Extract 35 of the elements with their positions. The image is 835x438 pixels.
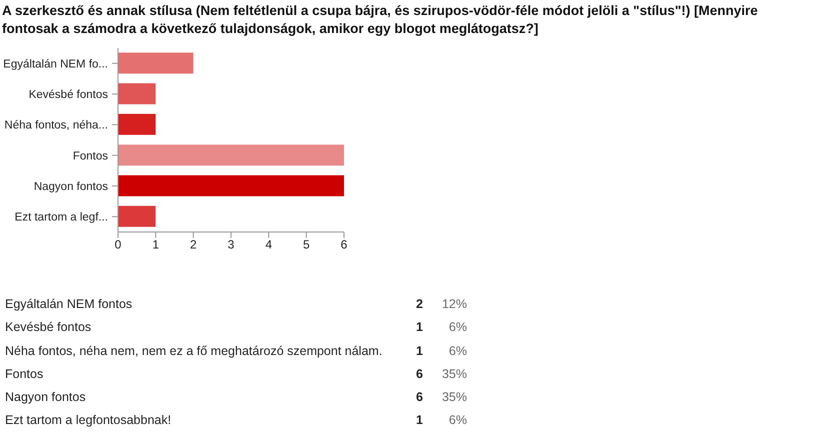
text: 6% [448, 319, 467, 336]
text: 6% [448, 342, 467, 360]
x-tick-label: 1 [152, 238, 160, 252]
text: 6 [416, 366, 423, 383]
text: 6 [416, 389, 423, 406]
text: Egyáltalán NEM fontos [5, 296, 132, 313]
y-tick-label: Kevésbé fontos [28, 89, 108, 101]
y-tick-label: Nagyon fontos [34, 181, 108, 193]
text: A szerkesztő és annak stílusa (Nem feltétlenül a csupa bájra, és szirupos-vödör-féle módot jelöli a "stílus"!) [Mennyire fontosak a számodra a következő tulajdonságok, amikor egy blogot meglátogatsz?] [2, 2, 759, 38]
x-tick-label: 6 [340, 238, 348, 252]
text: Ezt tartom a legfontosabbnak! [5, 412, 172, 430]
text: 2 [416, 296, 423, 313]
bar [118, 83, 156, 104]
bar [118, 144, 344, 166]
bar [118, 114, 156, 135]
text: Néha fontos, néha nem, nem ez a fő meghatározó szempont nálam. [5, 342, 382, 360]
bar [118, 206, 156, 227]
y-tick-label: Egyáltalán NEM fo... [3, 58, 108, 70]
x-tick-label: 4 [265, 238, 272, 252]
x-tick-label: 5 [302, 238, 310, 252]
x-tick-label: 3 [228, 238, 235, 252]
x-tick-label: 2 [190, 238, 197, 252]
x-tick-label: 0 [114, 238, 122, 252]
text: 35% [442, 366, 467, 383]
y-tick-label: Néha fontos, néha... [4, 120, 108, 132]
text: 12% [442, 296, 467, 313]
text: 6% [448, 412, 467, 430]
y-tick-label: Fontos [72, 150, 108, 162]
text: 1 [416, 319, 423, 336]
text: 35% [442, 389, 467, 406]
y-tick-label: Ezt tartom a legf... [14, 212, 108, 224]
text: 1 [416, 412, 423, 430]
text: 1 [416, 342, 423, 360]
bar [118, 52, 194, 74]
bar [118, 175, 344, 196]
